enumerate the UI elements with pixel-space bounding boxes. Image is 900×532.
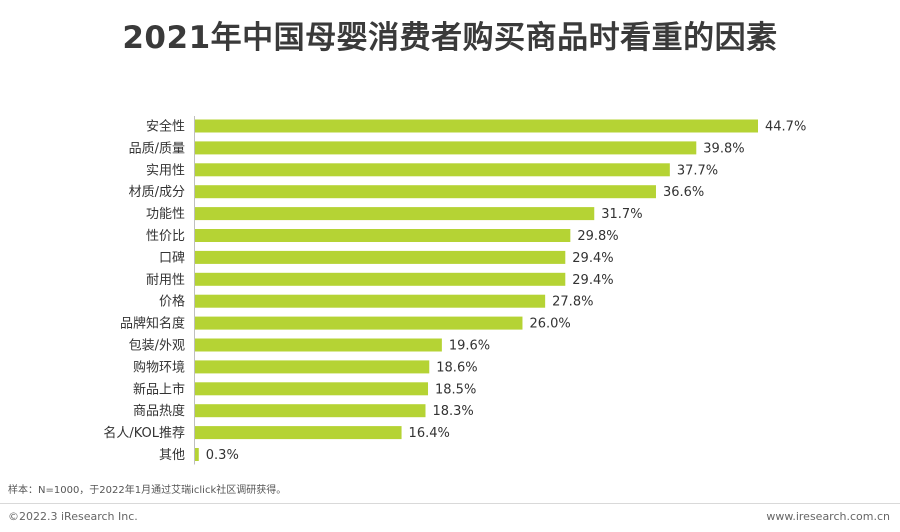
value-label: 18.3% — [432, 404, 473, 419]
value-label: 39.8% — [703, 141, 744, 156]
value-label: 18.6% — [436, 360, 477, 375]
bar — [195, 207, 595, 221]
bar — [195, 360, 430, 374]
bar — [195, 338, 442, 352]
bar — [195, 272, 566, 286]
value-label: 19.6% — [449, 339, 490, 354]
category-label: 其他 — [159, 448, 185, 463]
value-label: 36.6% — [663, 185, 704, 200]
category-label: 品质/质量 — [129, 141, 185, 156]
copyright-text: ©2022.3 iResearch Inc. — [8, 510, 138, 523]
category-label: 口碑 — [159, 250, 185, 266]
value-label: 27.8% — [552, 295, 593, 310]
bar — [195, 119, 758, 133]
category-label: 价格 — [159, 294, 185, 310]
footer-divider — [0, 503, 900, 504]
bar — [195, 448, 199, 461]
category-label: 品牌知名度 — [120, 316, 185, 332]
value-label: 0.3% — [206, 448, 239, 463]
bar — [195, 229, 571, 242]
category-label: 新品上市 — [133, 381, 185, 397]
category-label: 功能性 — [146, 207, 185, 222]
category-label: 性价比 — [146, 229, 185, 244]
value-label: 18.5% — [435, 382, 476, 397]
bar — [195, 250, 566, 264]
value-label: 29.8% — [577, 229, 618, 244]
category-label: 实用性 — [146, 163, 185, 178]
category-label: 安全性 — [146, 119, 185, 135]
sample-note: 样本：N=1000，于2022年1月通过艾瑞iclick社区调研获得。 — [8, 485, 287, 496]
value-label: 26.0% — [529, 317, 570, 332]
website-url: www.iresearch.com.cn — [766, 510, 890, 523]
chart-title: 2021年中国母婴消费者购买商品时看重的因素 — [122, 20, 778, 56]
bar-chart: 安全性 44.7% 品质/质量 39.8% 实用性 37.7% 材质/成分 36.6% 功能性 3… — [103, 116, 806, 465]
bar — [195, 316, 523, 330]
value-label: 31.7% — [601, 207, 642, 222]
bar — [195, 426, 402, 440]
value-label: 16.4% — [409, 426, 450, 441]
bar — [195, 404, 426, 418]
bar — [195, 382, 429, 396]
value-label: 29.4% — [572, 251, 613, 266]
bar — [195, 185, 656, 199]
category-label: 材质/成分 — [129, 185, 185, 200]
bar — [195, 294, 546, 308]
category-label: 耐用性 — [146, 273, 185, 288]
category-label: 购物环境 — [133, 359, 185, 375]
category-label: 商品热度 — [133, 403, 185, 419]
bar — [195, 141, 697, 155]
category-label: 包装/外观 — [129, 339, 185, 354]
value-label: 37.7% — [677, 163, 718, 178]
value-label: 44.7% — [765, 120, 806, 135]
value-label: 29.4% — [572, 273, 613, 288]
category-label: 名人/KOL推荐 — [103, 425, 185, 441]
bar — [195, 163, 670, 177]
